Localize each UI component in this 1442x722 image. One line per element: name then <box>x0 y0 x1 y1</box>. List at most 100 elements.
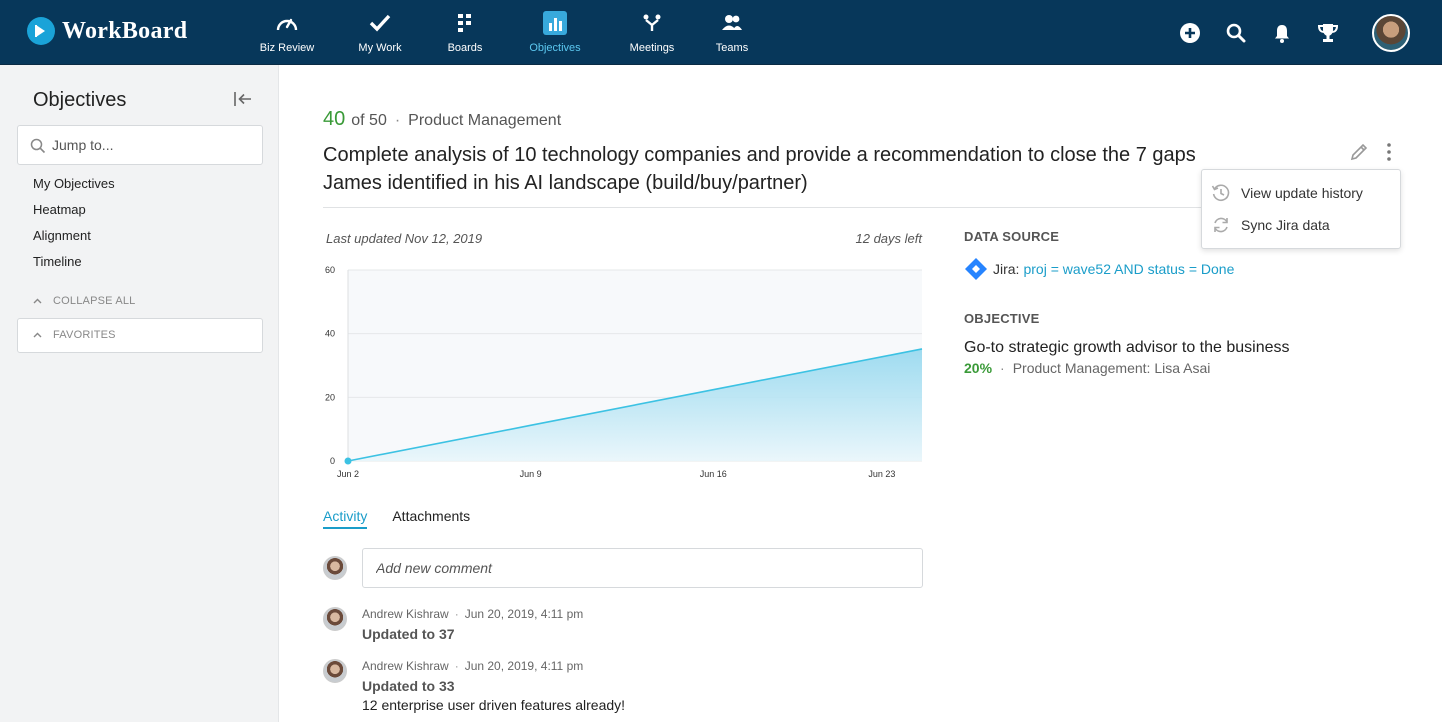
top-nav: WorkBoard Biz Review My Work Boards Obje… <box>0 0 1442 65</box>
activity-author[interactable]: Andrew Kishraw <box>362 659 449 673</box>
sidebar-link-timeline[interactable]: Timeline <box>33 254 82 269</box>
activity-time: Jun 20, 2019, 4:11 pm <box>464 659 584 673</box>
logo-mark-icon <box>27 17 55 45</box>
data-source-query-link[interactable]: proj = wave52 AND status = Done <box>1023 261 1235 277</box>
sidebar-link-alignment[interactable]: Alignment <box>33 228 91 243</box>
history-icon <box>1210 183 1232 203</box>
nav-label: Teams <box>715 42 749 54</box>
workboard-logo[interactable]: WorkBoard <box>27 17 187 45</box>
sidebar-title: Objectives <box>33 89 127 111</box>
user-avatar[interactable] <box>1372 14 1410 52</box>
data-source-name: Jira: <box>993 261 1020 277</box>
nav-my-work[interactable]: My Work <box>340 12 420 54</box>
objective-label: OBJECTIVE <box>964 311 1040 326</box>
days-left: 12 days left <box>855 231 923 246</box>
nav-meetings[interactable]: Meetings <box>612 12 692 54</box>
activity-author[interactable]: Andrew Kishraw <box>362 607 449 621</box>
nav-objectives[interactable]: Objectives <box>515 11 595 54</box>
y-tick-label: 0 <box>330 456 335 466</box>
header-divider <box>323 207 1400 208</box>
objective-title-link[interactable]: Go-to strategic growth advisor to the bu… <box>964 339 1290 356</box>
tab-attachments[interactable]: Attachments <box>392 508 471 524</box>
data-source-label: DATA SOURCE <box>964 229 1060 244</box>
separator-dot: · <box>1000 360 1005 376</box>
separator-dot: · <box>454 607 459 621</box>
menu-item-view-update-history[interactable]: View update history <box>1210 179 1394 207</box>
nav-label: Boards <box>447 42 483 54</box>
bar-chart-icon <box>515 11 595 35</box>
collapse-all-button[interactable]: COLLAPSE ALL <box>33 295 136 307</box>
sidebar: Objectives My Objectives Heatmap Alignme… <box>0 65 279 722</box>
add-icon[interactable] <box>1178 21 1202 45</box>
nav-label: Biz Review <box>259 42 315 54</box>
y-tick-label: 40 <box>325 329 335 339</box>
jump-to-search[interactable] <box>17 125 263 165</box>
nav-teams[interactable]: Teams <box>692 12 772 54</box>
nav-biz-review[interactable]: Biz Review <box>247 12 327 54</box>
meetings-icon <box>612 12 692 34</box>
comment-field[interactable] <box>362 548 923 588</box>
nav-label: Objectives <box>529 42 581 54</box>
activity-time: Jun 20, 2019, 4:11 pm <box>464 607 584 621</box>
favorites-section[interactable]: FAVORITES <box>17 318 263 353</box>
more-actions-menu: View update history Sync Jira data <box>1201 169 1401 249</box>
people-icon <box>692 12 772 34</box>
key-result-current-value: 40 <box>323 108 346 130</box>
key-result-header: 40 of 50 · Product Management <box>323 108 561 131</box>
search-icon[interactable] <box>1224 21 1248 45</box>
favorites-header: FAVORITES <box>33 329 116 341</box>
comment-input[interactable] <box>363 549 922 587</box>
activity-meta: Andrew Kishraw · Jun 20, 2019, 4:11 pm <box>362 607 583 621</box>
detail-tabs: Activity Attachments <box>323 508 495 529</box>
menu-item-label: View update history <box>1241 185 1363 201</box>
separator-dot: · <box>454 659 459 673</box>
key-result-target: of 50 <box>351 112 387 129</box>
bell-icon[interactable] <box>1270 21 1294 45</box>
start-point-marker <box>344 457 352 465</box>
more-vertical-icon[interactable] <box>1381 142 1397 167</box>
pencil-icon[interactable] <box>1349 142 1369 167</box>
avatar <box>323 556 347 580</box>
chevron-up-icon <box>33 298 42 304</box>
menu-item-label: Sync Jira data <box>1241 217 1330 233</box>
nav-label: Meetings <box>629 42 675 54</box>
y-tick-label: 60 <box>325 265 335 275</box>
collapse-sidebar-icon[interactable] <box>233 91 253 112</box>
app-name: WorkBoard <box>62 17 188 44</box>
activity-meta: Andrew Kishraw · Jun 20, 2019, 4:11 pm <box>362 659 583 673</box>
activity-update: Updated to 33 <box>362 678 455 694</box>
sidebar-link-heatmap[interactable]: Heatmap <box>33 202 86 217</box>
jump-to-input[interactable] <box>52 135 252 155</box>
tab-activity[interactable]: Activity <box>323 508 368 529</box>
jira-icon <box>965 258 987 280</box>
separator-dot: · <box>394 112 401 129</box>
menu-item-sync-jira-data[interactable]: Sync Jira data <box>1210 211 1394 239</box>
progress-chart: 0 20 40 60 Jun 2 Jun 9 Jun 16 Jun 23 <box>325 265 923 479</box>
sync-icon <box>1210 215 1232 235</box>
checkmark-icon <box>340 12 420 34</box>
activity-comment-text: 12 enterprise user driven features alrea… <box>362 697 626 713</box>
nav-boards[interactable]: Boards <box>425 12 505 54</box>
favorites-label: FAVORITES <box>53 329 116 341</box>
x-tick-label: Jun 9 <box>520 469 542 479</box>
last-updated: Last updated Nov 12, 2019 <box>326 231 483 246</box>
trophy-icon[interactable] <box>1316 21 1340 45</box>
key-result-title: Complete analysis of 10 technology compa… <box>323 144 1196 194</box>
y-tick-label: 20 <box>325 392 335 402</box>
objective-meta: 20% · Product Management: Lisa Asai <box>964 360 1210 376</box>
avatar <box>323 607 347 631</box>
objective-percent: 20% <box>964 360 993 376</box>
x-tick-label: Jun 16 <box>700 469 727 479</box>
nav-label: My Work <box>358 42 402 54</box>
collapse-all-label: COLLAPSE ALL <box>53 295 136 307</box>
sidebar-link-my-objectives[interactable]: My Objectives <box>33 176 115 191</box>
x-tick-label: Jun 23 <box>868 469 895 479</box>
data-source-row: Jira: proj = wave52 AND status = Done <box>964 257 1234 281</box>
gauge-icon <box>247 12 327 34</box>
search-icon <box>30 138 46 154</box>
area-fill <box>348 348 922 461</box>
key-result-team[interactable]: Product Management <box>408 112 562 129</box>
chevron-up-icon <box>33 332 42 338</box>
x-tick-label: Jun 2 <box>337 469 359 479</box>
activity-update: Updated to 37 <box>362 626 455 642</box>
